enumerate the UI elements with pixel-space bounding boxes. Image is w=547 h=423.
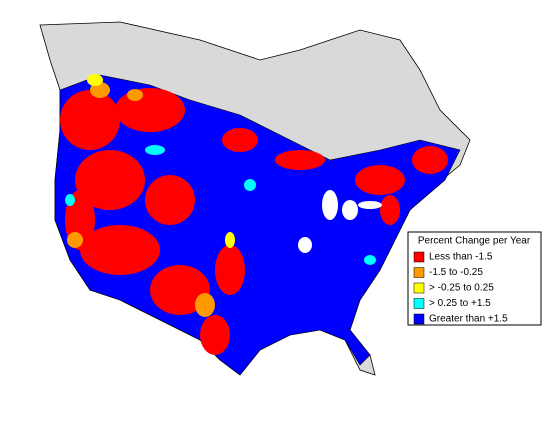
legend: Percent Change per Year Less than -1.5 -1… — [407, 231, 542, 326]
legend-label: > -0.25 to 0.25 — [429, 283, 494, 294]
legend-swatch — [413, 282, 425, 294]
legend-label: -1.5 to -0.25 — [429, 267, 483, 278]
lakes — [298, 190, 382, 253]
legend-label: > 0.25 to +1.5 — [429, 298, 491, 309]
legend-label: Less than -1.5 — [429, 252, 493, 263]
survey-region — [54, 74, 461, 376]
legend-box — [407, 231, 542, 326]
moderate-decline-areas — [67, 82, 215, 317]
legend-swatch — [413, 267, 425, 278]
legend-swatch — [413, 251, 425, 263]
stable-areas — [87, 74, 235, 248]
legend-swatch — [413, 298, 425, 309]
legend-label: Greater than +1.5 — [429, 314, 508, 325]
moderate-increase-areas — [65, 145, 376, 265]
legend-title: Percent Change per Year — [418, 236, 531, 247]
legend-swatch — [413, 313, 425, 325]
